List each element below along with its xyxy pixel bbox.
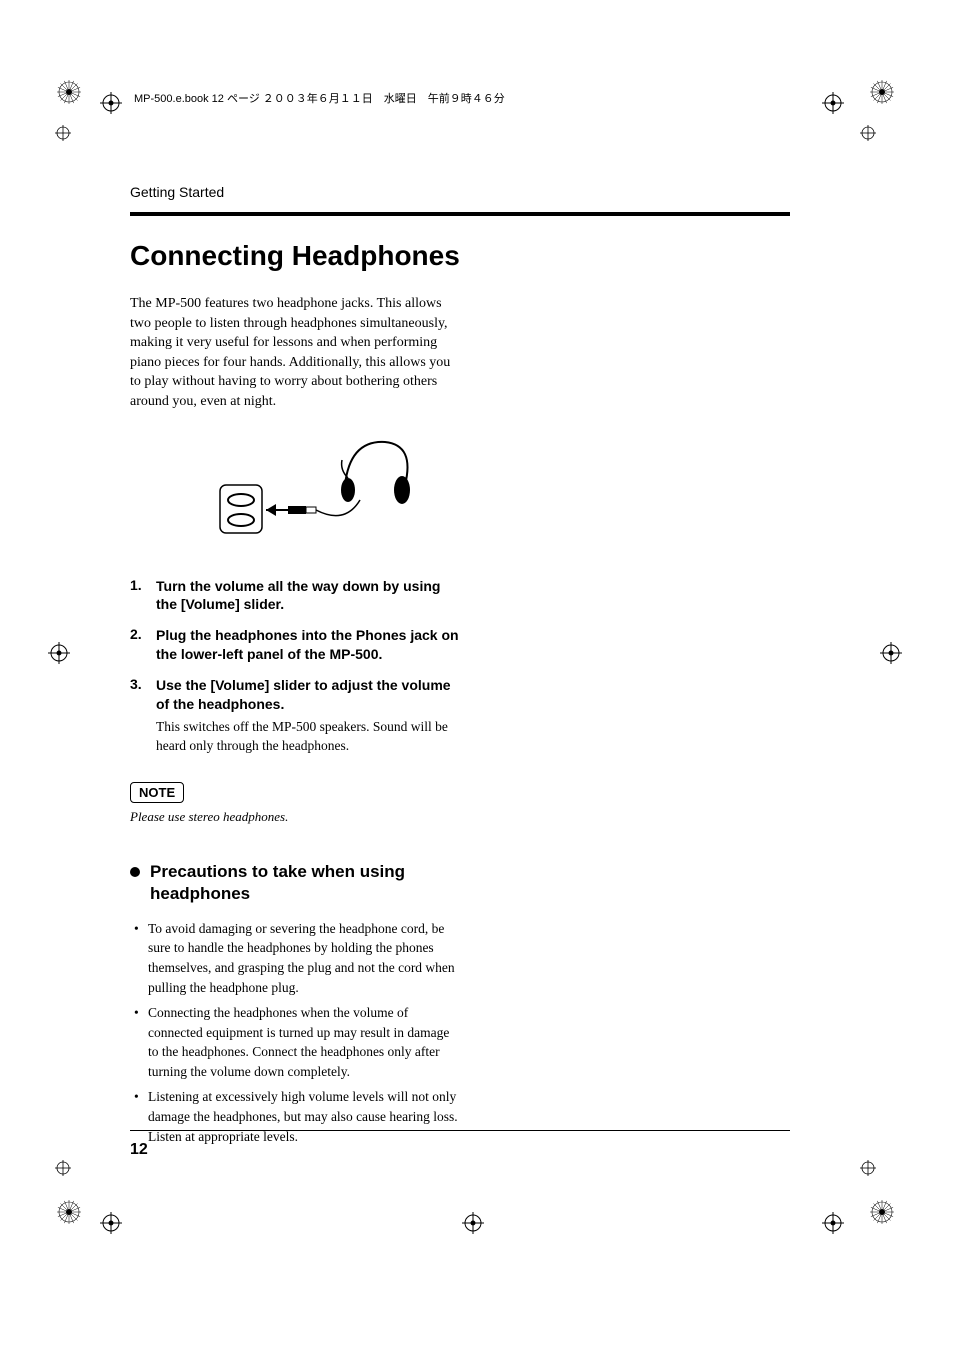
footer-rule	[130, 1130, 790, 1131]
step-heading: Use the [Volume] slider to adjust the vo…	[156, 676, 460, 714]
list-item: Connecting the headphones when the volum…	[130, 1003, 460, 1081]
printer-mark-icon	[55, 125, 71, 146]
precautions-list: To avoid damaging or severing the headph…	[130, 919, 460, 1146]
printer-mark-icon	[860, 1160, 876, 1181]
crop-info-header: MP-500.e.book 12 ページ ２００３年６月１１日 水曜日 午前９時…	[130, 90, 830, 106]
printer-mark-icon	[462, 1212, 484, 1239]
step-number: 3.	[130, 676, 142, 692]
printer-mark-icon	[868, 1198, 896, 1231]
step-item: 3. Use the [Volume] slider to adjust the…	[130, 676, 460, 756]
section-rule	[130, 212, 790, 216]
section-label: Getting Started	[130, 184, 830, 200]
printer-mark-icon	[100, 1212, 122, 1239]
intro-paragraph: The MP-500 features two headphone jacks.…	[130, 294, 460, 412]
printer-mark-icon	[100, 92, 122, 119]
steps-list: 1. Turn the volume all the way down by u…	[130, 577, 460, 756]
printer-mark-icon	[55, 1160, 71, 1181]
precautions-heading: Precautions to take when using headphone…	[130, 861, 460, 905]
printer-mark-icon	[55, 78, 83, 111]
note-badge: NOTE	[130, 782, 184, 803]
printer-mark-icon	[822, 1212, 844, 1239]
step-item: 2. Plug the headphones into the Phones j…	[130, 626, 460, 664]
step-number: 1.	[130, 577, 142, 593]
list-item: To avoid damaging or severing the headph…	[130, 919, 460, 997]
headphone-diagram	[130, 430, 460, 555]
step-heading: Turn the volume all the way down by usin…	[156, 577, 460, 615]
printer-mark-icon	[55, 1198, 83, 1231]
step-heading: Plug the headphones into the Phones jack…	[156, 626, 460, 664]
step-body: This switches off the MP-500 speakers. S…	[156, 718, 460, 756]
step-number: 2.	[130, 626, 142, 642]
page-number: 12	[130, 1141, 790, 1159]
printer-mark-icon	[860, 125, 876, 146]
step-item: 1. Turn the volume all the way down by u…	[130, 577, 460, 615]
printer-mark-icon	[868, 78, 896, 111]
printer-mark-icon	[880, 642, 902, 669]
note-text: Please use stereo headphones.	[130, 809, 460, 825]
printer-mark-icon	[48, 642, 70, 669]
page-title: Connecting Headphones	[130, 240, 830, 272]
